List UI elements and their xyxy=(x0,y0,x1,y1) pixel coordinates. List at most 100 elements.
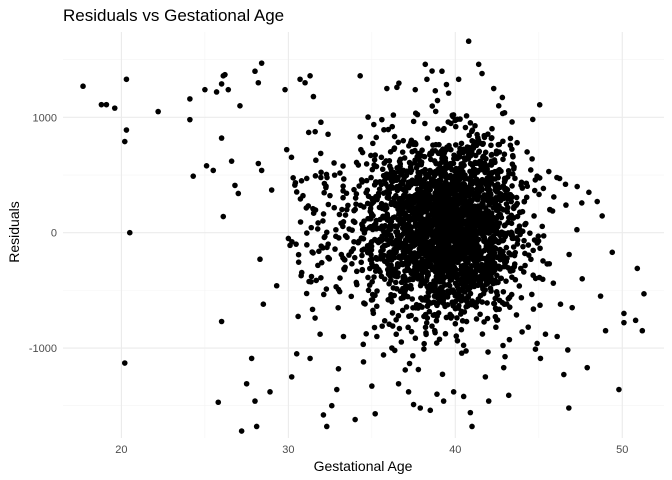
data-point xyxy=(479,299,485,305)
data-point xyxy=(524,149,530,155)
data-point xyxy=(436,141,442,148)
data-point xyxy=(393,331,400,338)
data-point xyxy=(292,182,298,188)
data-point xyxy=(482,149,489,156)
data-point xyxy=(574,226,580,233)
data-point xyxy=(318,275,324,281)
data-point xyxy=(349,261,355,267)
data-point xyxy=(396,253,403,260)
data-point xyxy=(368,152,374,159)
data-point xyxy=(439,371,446,378)
data-point xyxy=(295,259,302,265)
data-point xyxy=(493,324,499,331)
data-point xyxy=(431,327,438,334)
data-point xyxy=(394,177,400,183)
data-point xyxy=(535,233,542,239)
data-point xyxy=(438,213,444,220)
data-point xyxy=(289,238,295,245)
data-point xyxy=(297,196,304,202)
data-point xyxy=(525,252,532,258)
data-point xyxy=(527,230,533,236)
data-point xyxy=(479,283,485,289)
data-point xyxy=(359,266,366,273)
data-point xyxy=(579,276,585,282)
data-point xyxy=(372,410,378,417)
data-point xyxy=(406,313,412,320)
data-point xyxy=(408,206,414,213)
data-point xyxy=(442,205,448,212)
data-point xyxy=(360,359,367,365)
data-point xyxy=(394,84,400,91)
data-point xyxy=(121,360,128,366)
data-point xyxy=(446,215,453,222)
data-point xyxy=(448,275,454,282)
data-point xyxy=(505,265,512,271)
data-point xyxy=(378,154,385,161)
data-point xyxy=(378,273,385,280)
data-point xyxy=(404,231,411,237)
data-point xyxy=(481,319,487,325)
data-point xyxy=(384,217,391,223)
data-point xyxy=(520,269,527,275)
data-point xyxy=(550,280,557,286)
data-point xyxy=(237,103,243,109)
data-point xyxy=(273,282,280,289)
data-point xyxy=(494,317,500,323)
data-point xyxy=(495,239,502,246)
data-point xyxy=(225,86,232,93)
data-point xyxy=(468,301,475,308)
data-point xyxy=(357,134,363,140)
data-point xyxy=(370,263,377,270)
data-point xyxy=(422,120,428,127)
data-point xyxy=(554,333,560,340)
data-point xyxy=(402,250,408,256)
data-point xyxy=(422,311,429,318)
chart-title: Residuals vs Gestational Age xyxy=(63,6,284,25)
data-point xyxy=(469,190,475,197)
data-point xyxy=(121,138,128,145)
data-point xyxy=(529,116,536,123)
data-point xyxy=(531,213,537,219)
data-point xyxy=(536,102,543,108)
data-point xyxy=(318,243,325,249)
data-point xyxy=(437,278,444,284)
data-point xyxy=(487,219,493,225)
data-point xyxy=(367,208,374,215)
data-point xyxy=(398,339,405,345)
data-point xyxy=(506,215,512,221)
data-point xyxy=(305,203,312,209)
data-point xyxy=(386,321,393,328)
data-point xyxy=(454,337,461,344)
data-point xyxy=(456,289,462,296)
data-point xyxy=(443,314,450,321)
data-point xyxy=(473,212,479,219)
data-point xyxy=(298,272,304,279)
data-point xyxy=(452,233,458,240)
data-point xyxy=(335,366,342,372)
data-point xyxy=(385,126,392,133)
data-point xyxy=(566,251,572,258)
data-point xyxy=(315,262,321,269)
data-point xyxy=(471,178,478,184)
data-point xyxy=(457,145,463,152)
data-point xyxy=(458,326,465,333)
data-point xyxy=(488,172,494,179)
data-point xyxy=(396,325,403,332)
data-point xyxy=(464,299,470,305)
data-point xyxy=(434,274,440,281)
data-point xyxy=(412,86,419,93)
data-point xyxy=(463,113,470,119)
data-point xyxy=(479,180,485,187)
data-point xyxy=(404,168,410,174)
data-point xyxy=(405,389,412,395)
data-point xyxy=(310,93,317,100)
data-point xyxy=(522,221,528,228)
data-point xyxy=(475,296,482,302)
data-point xyxy=(534,173,540,179)
data-point xyxy=(407,217,413,223)
data-point xyxy=(434,267,440,273)
data-point xyxy=(98,101,105,108)
data-point xyxy=(410,401,417,408)
data-point xyxy=(362,301,368,307)
data-point xyxy=(594,198,601,205)
